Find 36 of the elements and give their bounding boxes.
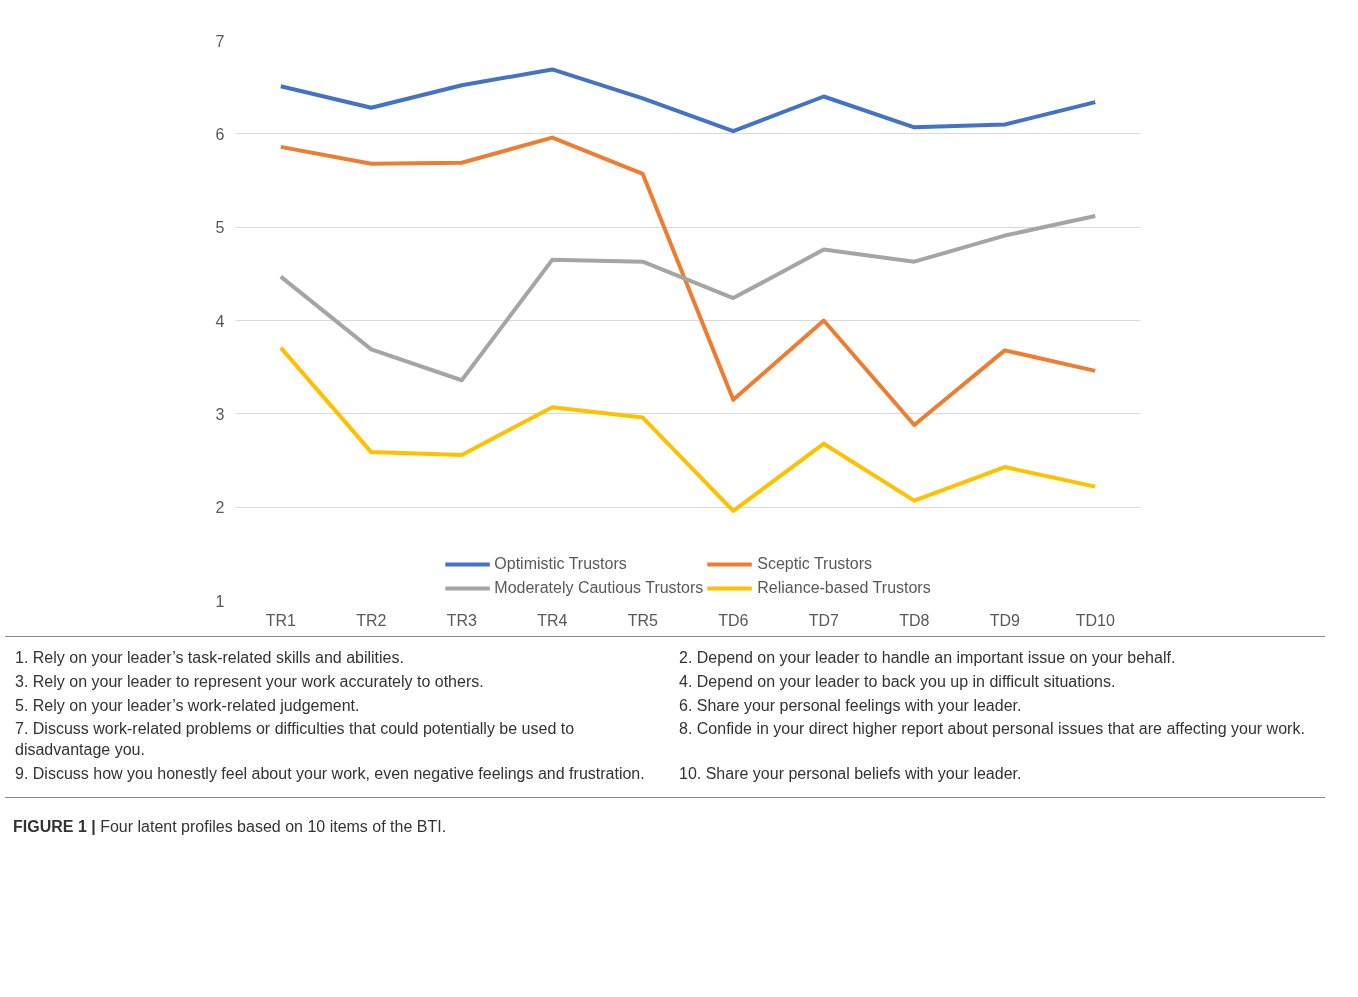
legend-label: Moderately Cautious Trustors xyxy=(494,579,704,597)
x-tick-label: TR3 xyxy=(446,611,477,629)
x-tick-label: TD6 xyxy=(718,611,749,629)
line-series xyxy=(278,135,1098,428)
legend-label: Reliance-based Trustors xyxy=(757,579,931,597)
y-tick-label: 5 xyxy=(215,219,225,237)
legend-label: Optimistic Trustors xyxy=(494,555,627,573)
text: 10. Share your personal beliefs with your leader. xyxy=(679,764,1023,784)
text: 7. Discuss work-related problems or difficulties that could potentially be used to disadvantage you. xyxy=(15,719,576,761)
line-series xyxy=(278,67,1098,134)
caption: FIGURE 1 | Four latent profiles based on 10 items of the BTI. xyxy=(12,816,448,837)
x-tick-label: TR5 xyxy=(627,611,658,629)
x-tick-label: TD7 xyxy=(808,611,839,629)
y-tick-label: 7 xyxy=(215,32,225,50)
text: 4. Depend on your leader to back you up in difficult situations. xyxy=(679,671,1117,692)
text: 1. Rely on your leader’s task-related skills and abilities. xyxy=(15,648,405,668)
x-tick-label: TR1 xyxy=(265,611,296,629)
y-tick-label: 2 xyxy=(215,499,225,517)
y-tick-label: 1 xyxy=(215,592,225,610)
y-tick-label: 4 xyxy=(215,312,225,330)
y-tick-label: 6 xyxy=(215,125,225,143)
text: 9. Discuss how you honestly feel about your work, even negative feelings and frustration. xyxy=(15,764,646,784)
x-tick-label: TD9 xyxy=(989,611,1020,629)
text: 3. Rely on your leader to represent your work accurately to others. xyxy=(15,671,485,692)
x-tick-label: TR2 xyxy=(356,611,387,629)
legend-label: Sceptic Trustors xyxy=(757,555,872,573)
x-tick-label: TD10 xyxy=(1075,611,1115,629)
y-tick-label: 3 xyxy=(215,405,225,423)
line-series xyxy=(278,345,1098,513)
text: 5. Rely on your leader’s work-related judgement. xyxy=(15,695,361,716)
text: 8. Confide in your direct higher report about personal issues that are affecting your work. xyxy=(679,719,1306,740)
text: 6. Share your personal feelings with your leader. xyxy=(679,695,1023,716)
line-series xyxy=(278,213,1098,383)
x-tick-label: TR4 xyxy=(537,611,568,629)
x-tick-label: TD8 xyxy=(899,611,930,629)
text: 2. Depend on your leader to handle an important issue on your behalf. xyxy=(679,648,1177,668)
